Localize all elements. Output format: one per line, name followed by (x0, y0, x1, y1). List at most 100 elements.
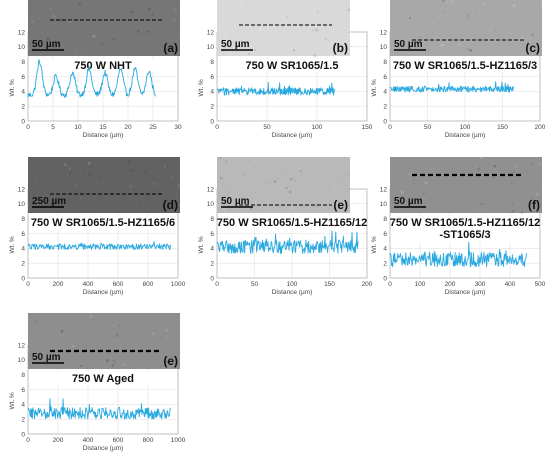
micrograph-image: 50 µm (28, 0, 181, 56)
x-axis-label: Distance (µm) (83, 132, 124, 139)
x-tick-label: 50 (424, 124, 432, 131)
scale-bar-label: 250 µm (32, 196, 66, 207)
panel-letter: (b) (333, 41, 348, 55)
panel-title: 750 W SR1065/1.5-HZ1165/12 (217, 216, 367, 229)
y-tick-label: 12 (207, 29, 215, 36)
x-tick-label: 25 (149, 124, 157, 131)
panel-title: 750 W SR1065/1.5-HZ1165/3 (391, 59, 539, 72)
x-axis-label: Distance (µm) (272, 132, 313, 139)
y-axis-label: Wt. % (371, 236, 378, 254)
y-tick-label: 0 (21, 118, 25, 125)
x-tick-label: 0 (26, 124, 30, 131)
y-tick-label: 6 (383, 231, 387, 238)
panel-3: 0 2 4 6 8 10 12 0 50 100 150 200 Distance (µm) Wt. % 5… (368, 0, 553, 155)
y-tick-label: 4 (383, 246, 387, 253)
x-tick-label: 150 (362, 124, 373, 131)
x-axis-label: Distance (µm) (445, 289, 486, 296)
y-tick-label: 0 (383, 118, 387, 125)
y-tick-label: 4 (21, 246, 25, 253)
panel-6: 0 2 4 6 8 10 12 0 100 200 300 400 500 Distance (µm) Wt… (368, 156, 553, 312)
y-tick-label: 4 (21, 402, 25, 409)
series-line (27, 59, 156, 98)
y-tick-label: 6 (21, 231, 25, 238)
panel-title: 750 W Aged (29, 372, 177, 385)
y-tick-label: 2 (383, 260, 387, 267)
panel-title: 750 W NHT (29, 59, 177, 72)
y-tick-label: 8 (21, 59, 25, 66)
y-axis-label: Wt. % (198, 236, 205, 254)
x-tick-label: 10 (74, 124, 82, 131)
x-tick-label: 200 (53, 437, 64, 444)
x-axis-label: Distance (µm) (272, 289, 313, 296)
y-tick-label: 8 (383, 216, 387, 223)
panel-title-line: -ST1065/3 (439, 229, 490, 241)
x-tick-label: 1000 (171, 281, 186, 288)
panel-letter: (e) (163, 354, 178, 368)
y-tick-label: 2 (21, 416, 25, 423)
x-tick-label: 50 (251, 281, 259, 288)
x-tick-label: 30 (174, 124, 182, 131)
chart-svg: 0 2 4 6 8 10 12 0 5 10 15 20 25 30 Distance (µm) Wt. % 5… (9, 0, 182, 139)
y-tick-label: 2 (21, 103, 25, 110)
micrograph-image: 50 µm (217, 156, 351, 213)
x-tick-label: 800 (143, 281, 154, 288)
x-tick-label: 5 (51, 124, 55, 131)
x-tick-label: 400 (83, 281, 94, 288)
y-tick-label: 2 (210, 103, 214, 110)
panel-letter: (c) (525, 41, 540, 55)
x-tick-label: 0 (388, 281, 392, 288)
x-tick-label: 0 (388, 124, 392, 131)
y-tick-label: 10 (380, 201, 388, 208)
x-tick-label: 100 (312, 124, 323, 131)
y-tick-label: 6 (21, 387, 25, 394)
micrograph-image: 50 µm (28, 312, 180, 369)
y-tick-label: 4 (210, 89, 214, 96)
y-tick-label: 12 (18, 29, 26, 36)
x-tick-label: 400 (505, 281, 516, 288)
scale-bar-label: 50 µm (32, 39, 61, 50)
panel-title: 750 W SR1065/1.5-HZ1165/6 (29, 216, 177, 229)
y-tick-label: 12 (380, 29, 388, 36)
chart-svg: 0 2 4 6 8 10 12 0 50 100 150 Distance (µm) Wt. % 50 µ… (198, 0, 373, 139)
panel-title-line: 750 W SR1065/1.5 (246, 60, 339, 72)
series-line (27, 398, 171, 420)
panel-title-line: 750 W NHT (74, 60, 132, 72)
scale-bar-label: 50 µm (394, 39, 423, 50)
panel-7: 0 2 4 6 8 10 12 0 200 400 600 800 1000 Distance (µm) W… (6, 312, 191, 468)
x-tick-label: 0 (215, 281, 219, 288)
y-tick-label: 12 (207, 186, 215, 193)
y-axis-label: Wt. % (198, 79, 205, 97)
y-tick-label: 4 (21, 89, 25, 96)
x-tick-label: 300 (475, 281, 486, 288)
chart-svg: 0 2 4 6 8 10 12 0 100 200 300 400 500 Distance (µm) Wt… (371, 156, 546, 296)
x-tick-label: 200 (445, 281, 456, 288)
y-axis-label: Wt. % (9, 236, 16, 254)
micrograph-image: 250 µm (28, 156, 181, 213)
x-tick-label: 600 (113, 281, 124, 288)
y-tick-label: 0 (210, 275, 214, 282)
series-line (389, 81, 515, 93)
panel-letter: (d) (163, 198, 178, 212)
y-tick-label: 10 (18, 357, 26, 364)
x-tick-label: 100 (460, 124, 471, 131)
y-tick-label: 2 (21, 260, 25, 267)
series-line (389, 241, 527, 268)
x-tick-label: 0 (26, 437, 30, 444)
panel-title-line: 750 W SR1065/1.5-HZ1165/3 (393, 60, 537, 72)
x-tick-label: 200 (535, 124, 546, 131)
x-tick-label: 400 (83, 437, 94, 444)
panel-title-line: 750 W SR1065/1.5-HZ1165/6 (31, 217, 175, 229)
y-tick-label: 0 (21, 431, 25, 438)
y-tick-label: 12 (18, 342, 26, 349)
x-tick-label: 50 (263, 124, 271, 131)
y-tick-label: 10 (380, 44, 388, 51)
micrograph-image: 50 µm (390, 156, 542, 215)
scale-bar-label: 50 µm (394, 196, 423, 207)
panel-1: 0 2 4 6 8 10 12 0 5 10 15 20 25 30 Distance (µm) Wt. % 5… (6, 0, 191, 155)
y-tick-label: 10 (18, 201, 26, 208)
panel-title-line: 750 W SR1065/1.5-HZ1165/12 (217, 217, 367, 229)
x-tick-label: 200 (53, 281, 64, 288)
x-tick-label: 100 (415, 281, 426, 288)
panel-title-line: 750 W SR1065/1.5-HZ1165/12 (390, 217, 540, 229)
